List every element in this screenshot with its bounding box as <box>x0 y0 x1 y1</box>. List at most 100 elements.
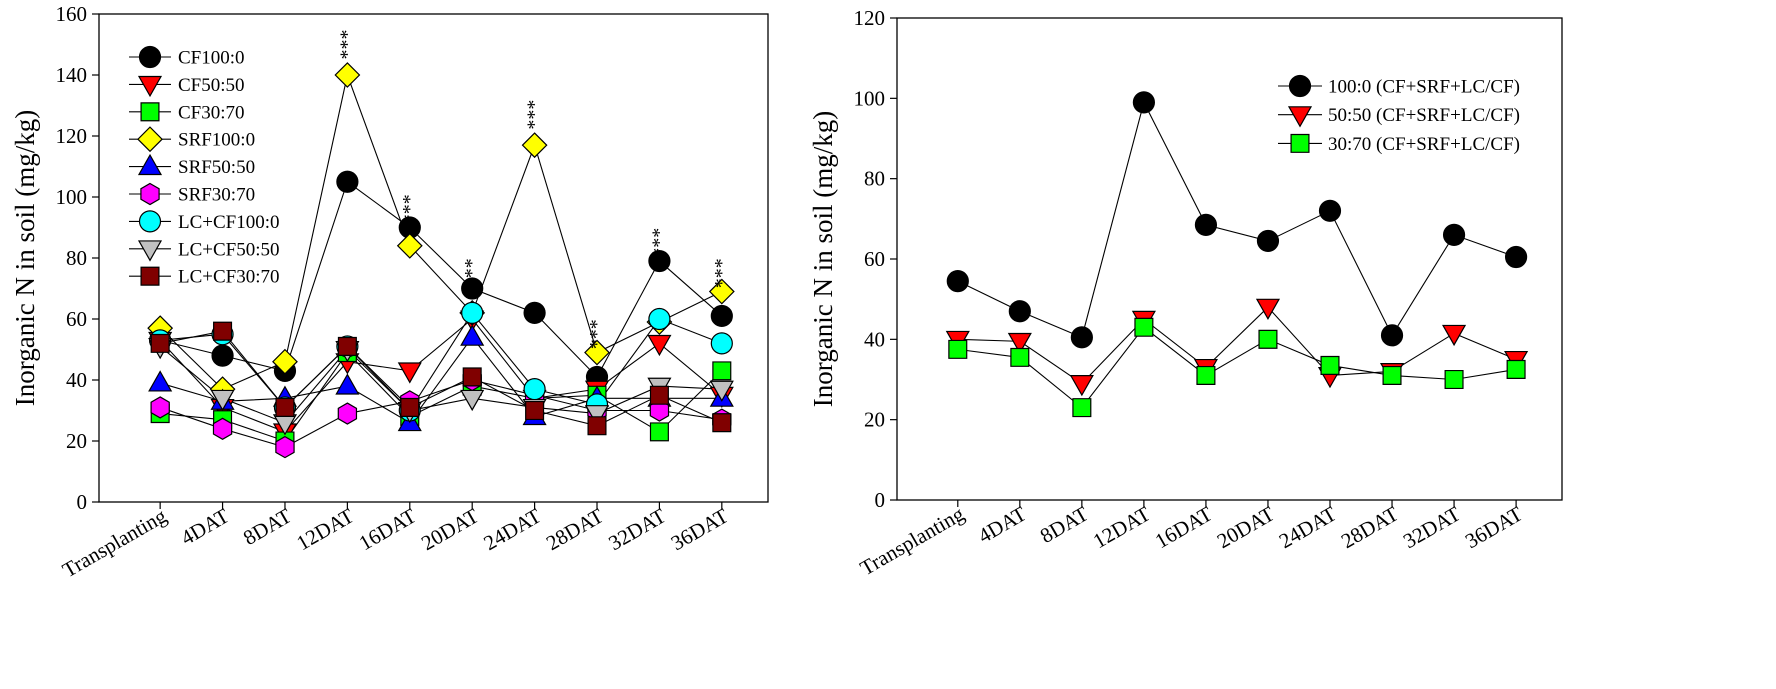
data-point-100-0-cf-srf-lc-cf <box>1256 229 1280 253</box>
significance-annotation: *** <box>461 258 483 288</box>
data-point-30-70-cf-srf-lc-cf <box>1010 347 1030 367</box>
data-point-cf50-50 <box>397 362 422 384</box>
data-point-cf100-0 <box>523 301 546 324</box>
data-point-lc-cf30-70 <box>337 336 357 356</box>
y-axis-title: Inorganic N in soil (mg/kg) <box>10 110 40 406</box>
y-tick-label: 20 <box>864 408 885 432</box>
series-line-cf30-70 <box>160 351 723 442</box>
x-tick-label-32dat: 32DAT <box>604 503 670 555</box>
data-point-cf100-0 <box>710 304 733 328</box>
legend-marker-100-0-cf-srf-lc-cf <box>1288 74 1312 98</box>
data-point-cf100-0 <box>211 344 234 367</box>
y-tick-label: 0 <box>77 490 88 514</box>
legend-marker-50-50-cf-srf-lc-cf <box>1287 106 1313 128</box>
x-tick-label-36dat: 36DAT <box>1461 501 1527 553</box>
legend-marker-cf50-50 <box>137 75 163 98</box>
data-point-lc-cf30-70 <box>400 397 420 417</box>
data-point-100-0-cf-srf-lc-cf <box>1132 91 1155 114</box>
data-point-30-70-cf-srf-lc-cf <box>1444 369 1464 390</box>
data-point-lc-cf50-50 <box>709 380 734 402</box>
series-line-lc-cf30-70 <box>160 330 723 427</box>
legend-marker-30-70-cf-srf-lc-cf <box>1290 133 1310 153</box>
data-point-lc-cf100-0 <box>710 332 733 355</box>
x-tick-label-12dat: 12DAT <box>292 503 358 555</box>
data-point-30-70-cf-srf-lc-cf <box>1258 329 1278 349</box>
data-point-srf30-70 <box>150 396 170 419</box>
data-point-30-70-cf-srf-lc-cf <box>1196 365 1216 386</box>
x-tick-label-12dat: 12DAT <box>1089 501 1155 553</box>
data-point-srf50-50 <box>148 370 173 392</box>
chart-left: 0 20 40 60 80 100 120 140 160 Transplanting 4DAT 8D… <box>10 2 769 582</box>
chart-right: 0 20 40 60 80 100 120 Transplanting 4DAT 8DAT12DA… <box>808 6 1563 580</box>
data-point-srf100-0 <box>396 232 423 259</box>
data-point-30-70-cf-srf-lc-cf <box>1382 365 1402 386</box>
x-tick-label-20dat: 20DAT <box>1213 501 1279 553</box>
x-tick-label-32dat: 32DAT <box>1399 501 1465 553</box>
y-tick-label: 80 <box>864 167 885 191</box>
legend-marker-srf50-50 <box>137 153 163 176</box>
y-tick-label: 20 <box>66 429 87 453</box>
significance-annotation: *** <box>586 319 608 349</box>
data-point-100-0-cf-srf-lc-cf <box>1194 213 1218 236</box>
y-tick-label: 60 <box>66 307 87 331</box>
data-point-lc-cf50-50 <box>460 389 485 412</box>
legend-marker-lc-cf100-0 <box>138 210 162 233</box>
data-point-30-70-cf-srf-lc-cf <box>1506 359 1526 379</box>
data-point-100-0-cf-srf-lc-cf <box>1442 223 1466 246</box>
significance-annotation: *** <box>336 30 358 60</box>
legend-label-lc-cf30-70: LC+CF30:70 <box>178 267 280 288</box>
data-point-srf100-0 <box>334 62 361 88</box>
legend-marker-cf100-0 <box>138 45 162 69</box>
data-point-lc-cf30-70 <box>525 400 545 421</box>
legend-label-srf30-70: SRF30:70 <box>178 185 255 206</box>
legend-marker-srf30-70 <box>140 182 160 206</box>
legend-label-cf30-70: CF30:70 <box>178 102 245 123</box>
legend-marker-lc-cf50-50 <box>137 240 163 262</box>
data-point-lc-cf50-50 <box>584 405 610 427</box>
series-line-50-50-cf-srf-lc-cf <box>957 306 1517 385</box>
data-point-srf30-70 <box>649 399 670 422</box>
data-point-100-0-cf-srf-lc-cf <box>1504 245 1528 269</box>
legend-label-cf50-50: CF50:50 <box>178 75 245 96</box>
data-point-cf30-70 <box>712 361 732 381</box>
y-tick-label: 40 <box>66 368 87 392</box>
y-tick-label: 120 <box>56 124 88 148</box>
legend-marker-lc-cf30-70 <box>140 266 160 286</box>
series-line-srf30-70 <box>159 379 722 448</box>
y-tick-label: 100 <box>56 185 88 209</box>
legend: CF100:0 CF50:50 CF30:70 SRF100:0 SRF50:50 SRF… <box>129 45 280 288</box>
data-point-srf100-0 <box>521 132 548 159</box>
series-line-srf100-0 <box>159 73 723 390</box>
significance-annotation: *** <box>399 194 421 224</box>
y-tick-label: 160 <box>56 2 88 26</box>
data-point-30-70-cf-srf-lc-cf <box>948 339 968 359</box>
x-tick-label-transplanting: Transplanting <box>856 501 969 580</box>
data-point-srf50-50 <box>460 324 485 346</box>
series-line-30-70-cf-srf-lc-cf <box>957 326 1517 409</box>
data-point-srf100-0 <box>272 348 298 375</box>
data-point-lc-cf100-0 <box>461 301 484 324</box>
y-tick-label: 100 <box>854 86 886 110</box>
series-line-100-0-cf-srf-lc-cf <box>957 100 1517 339</box>
data-point-cf100-0 <box>648 249 671 273</box>
data-point-srf30-70 <box>212 417 233 440</box>
legend-label-lc-cf50-50: LC+CF50:50 <box>178 239 280 260</box>
data-point-cf30-70 <box>649 422 669 442</box>
x-tick-label-24dat: 24DAT <box>480 503 546 555</box>
data-point-lc-cf30-70 <box>649 385 669 405</box>
data-point-50-50-cf-srf-lc-cf <box>1255 298 1281 320</box>
x-tick-label-8dat: 8DAT <box>239 503 296 550</box>
x-tick-label-transplanting: Transplanting <box>58 503 171 582</box>
data-point-cf100-0 <box>336 170 359 193</box>
x-tick-label-20dat: 20DAT <box>417 503 483 555</box>
data-point-srf50-50 <box>335 373 360 395</box>
significance-annotation: *** <box>648 228 670 258</box>
data-point-lc-cf30-70 <box>150 333 170 353</box>
data-point-100-0-cf-srf-lc-cf <box>1070 326 1093 349</box>
series-line-cf50-50 <box>159 318 723 433</box>
data-point-100-0-cf-srf-lc-cf <box>1318 199 1342 222</box>
legend: 100:0 (CF+SRF+LC/CF) 50:50 (CF+SRF+LC/CF)… <box>1278 74 1520 155</box>
legend-marker-srf100-0 <box>137 126 163 153</box>
legend-label-50-50-cf-srf-lc-cf: 50:50 (CF+SRF+LC/CF) <box>1328 105 1520 126</box>
